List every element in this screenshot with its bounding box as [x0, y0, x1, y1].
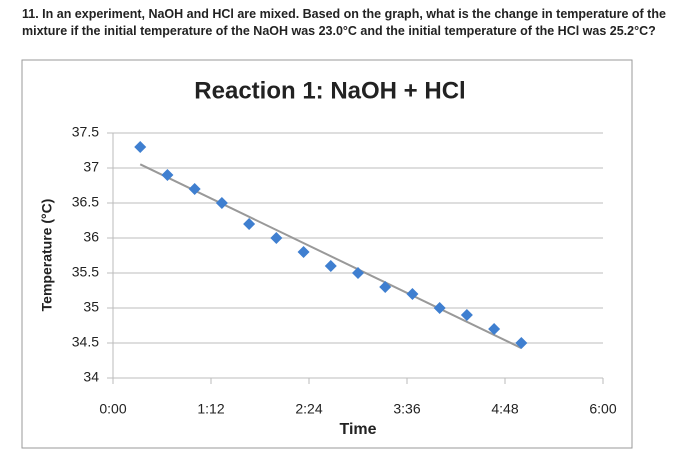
- trendline: [139, 163, 522, 349]
- point: [215, 197, 228, 209]
- point: [433, 302, 446, 314]
- y-tick-label: 36: [83, 229, 99, 245]
- point: [243, 218, 256, 230]
- y-tick-label: 35: [83, 299, 99, 315]
- y-tick-label: 36.5: [72, 194, 99, 210]
- point: [270, 232, 283, 244]
- x-tick-label: 0:00: [99, 401, 126, 417]
- point: [406, 288, 419, 300]
- x-tick-label: 1:12: [197, 401, 224, 417]
- x-tick-label: 6:00: [589, 401, 616, 417]
- point: [379, 281, 392, 293]
- y-tick-label: 34.5: [72, 334, 99, 350]
- point: [134, 141, 147, 153]
- x-tick-label: 2:24: [295, 401, 322, 417]
- question: 11. In an experiment, NaOH and HCl are m…: [22, 7, 666, 38]
- point: [161, 169, 174, 181]
- x-tick-label: 4:48: [491, 401, 518, 417]
- y-tick-label: 37.5: [72, 124, 99, 140]
- point: [515, 337, 528, 349]
- y-tick-label: 34: [83, 369, 99, 385]
- y-tick-label: 37: [83, 159, 99, 175]
- point: [460, 309, 473, 321]
- point: [324, 260, 337, 272]
- x-axis-label: Time: [339, 421, 376, 438]
- point: [488, 323, 501, 335]
- chart-title: Reaction 1: NaOH + HCl: [194, 77, 465, 104]
- point: [297, 246, 310, 258]
- point: [352, 267, 364, 279]
- y-tick-label: 35.5: [72, 264, 99, 280]
- y-axis-label: Temperature (°C): [39, 199, 55, 312]
- point: [188, 183, 201, 195]
- x-tick-label: 3:36: [393, 401, 420, 417]
